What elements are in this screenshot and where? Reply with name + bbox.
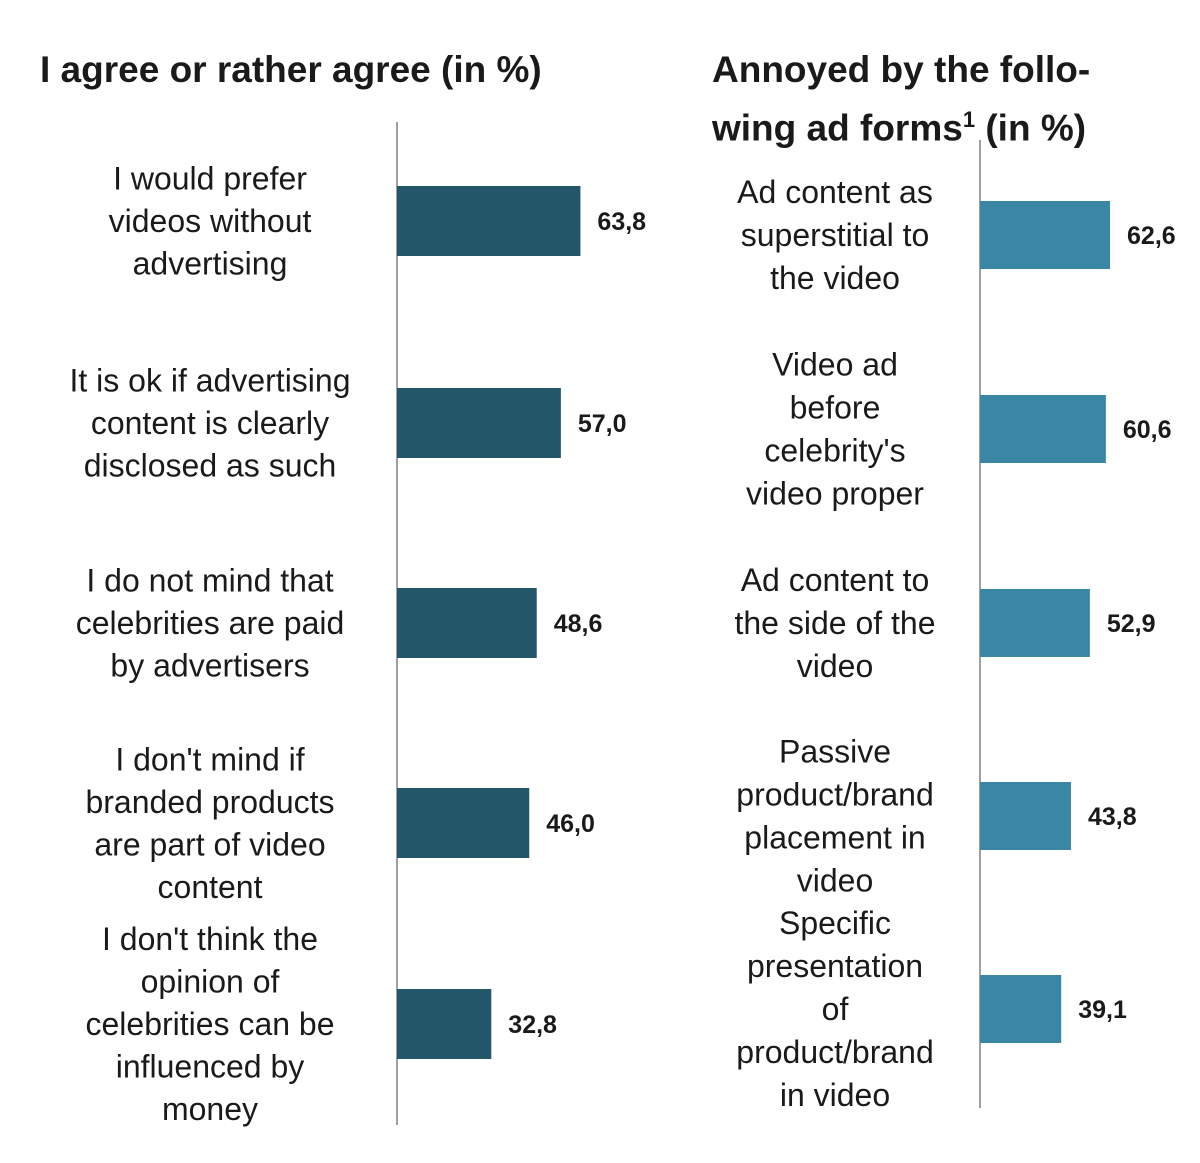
right-bar-3 xyxy=(980,589,1090,657)
right-category-label-1-line-2: superstitial to xyxy=(741,217,930,253)
right-category-label-5: Specific presentation of product/brand in vi… xyxy=(736,905,933,1113)
right-category-label-2: Video ad before celebrity's video proper xyxy=(746,347,924,512)
right-chart-title-line-2-suffix: (in %) xyxy=(975,107,1087,149)
left-bar-chart: 63,8 I would prefer videos without advertis… xyxy=(70,122,646,1127)
left-value-label-1: 63,8 xyxy=(597,208,646,236)
left-value-label-5: 32,8 xyxy=(508,1011,557,1039)
left-bar-3 xyxy=(397,588,537,658)
left-category-label-1-line-3: advertising xyxy=(133,246,288,282)
left-category-label-1: I would prefer videos without advertising xyxy=(109,161,312,282)
right-category-label-3-line-1: Ad content to xyxy=(741,562,930,598)
left-category-label-4-line-2: branded products xyxy=(85,784,334,820)
right-bar-1 xyxy=(980,201,1111,269)
left-chart-title: I agree or rather agree (in %) xyxy=(40,45,542,95)
right-category-label-3-line-3: video xyxy=(797,648,874,684)
right-category-label-2-line-3: celebrity's xyxy=(764,433,905,469)
left-category-label-2-line-1: It is ok if advertising xyxy=(70,363,351,399)
left-category-label-5-line-3: celebrities can be xyxy=(85,1006,334,1042)
left-category-label-3: I do not mind that celebrities are paid by… xyxy=(76,563,345,684)
right-category-label-5-line-5: in video xyxy=(780,1077,890,1113)
right-bar-chart: 62,6 Ad content as superstitial to the vide… xyxy=(734,140,1176,1113)
right-chart-title-line-2-text: wing ad forms xyxy=(712,107,963,149)
left-value-label-4: 46,0 xyxy=(546,810,595,838)
right-value-label-5: 39,1 xyxy=(1078,996,1127,1024)
right-category-label-5-line-3: of xyxy=(822,991,849,1027)
left-category-label-5-line-1: I don't think the xyxy=(102,921,318,957)
left-bar-1 xyxy=(397,186,581,256)
left-category-label-4-line-3: are part of video xyxy=(94,826,325,862)
right-category-label-2-line-4: video proper xyxy=(746,476,924,512)
left-category-label-3-line-2: celebrities are paid xyxy=(76,605,345,641)
right-category-label-1-line-3: the video xyxy=(770,260,900,296)
right-category-label-2-line-1: Video ad xyxy=(772,347,898,383)
right-category-label-2-line-2: before xyxy=(790,390,881,426)
right-category-label-5-line-2: presentation xyxy=(747,948,923,984)
right-value-label-1: 62,6 xyxy=(1127,222,1176,250)
right-category-label-4: Passive product/brand placement in video xyxy=(736,734,933,899)
right-category-label-3: Ad content to the side of the video xyxy=(734,562,935,684)
right-category-label-1: Ad content as superstitial to the video xyxy=(737,174,933,296)
right-value-label-3: 52,9 xyxy=(1107,610,1156,638)
right-category-label-5-line-1: Specific xyxy=(779,905,891,941)
left-category-label-4-line-4: content xyxy=(158,869,263,905)
left-category-label-2-line-2: content is clearly xyxy=(91,405,329,441)
right-bar-5 xyxy=(980,975,1062,1043)
left-category-label-5-line-5: money xyxy=(162,1091,258,1127)
right-chart-title-line-2: wing ad forms1 (in %) xyxy=(712,95,1090,153)
right-bar-2 xyxy=(980,395,1106,463)
left-bar-5 xyxy=(397,989,492,1059)
left-category-label-3-line-3: by advertisers xyxy=(110,648,309,684)
left-category-label-2-line-3: disclosed as such xyxy=(84,448,337,484)
right-category-label-1-line-1: Ad content as xyxy=(737,174,933,210)
right-category-label-5-line-4: product/brand xyxy=(736,1034,933,1070)
left-category-label-4-line-1: I don't mind if xyxy=(115,741,304,777)
right-category-label-4-line-1: Passive xyxy=(779,734,891,770)
right-category-label-4-line-2: product/brand xyxy=(736,777,933,813)
right-category-label-4-line-3: placement in xyxy=(744,820,925,856)
right-chart-title: Annoyed by the follo- wing ad forms1 (in… xyxy=(712,45,1090,153)
footnote-marker: 1 xyxy=(962,107,976,132)
right-value-label-2: 60,6 xyxy=(1123,416,1172,444)
left-category-label-1-line-1: I would prefer xyxy=(113,161,307,197)
left-category-label-4: I don't mind if branded products are part … xyxy=(85,741,334,905)
left-bar-2 xyxy=(397,388,561,458)
left-value-label-2: 57,0 xyxy=(578,410,627,438)
left-chart-title-text: I agree or rather agree (in %) xyxy=(40,49,542,90)
left-value-label-3: 48,6 xyxy=(554,610,603,638)
left-category-label-1-line-2: videos without xyxy=(109,203,312,239)
right-category-label-3-line-2: the side of the xyxy=(734,605,935,641)
right-value-label-4: 43,8 xyxy=(1088,803,1137,831)
left-category-label-5: I don't think the opinion of celebrities c… xyxy=(85,921,334,1127)
left-category-label-5-line-2: opinion of xyxy=(141,964,280,1000)
left-bar-4 xyxy=(397,788,530,858)
left-category-label-5-line-4: influenced by xyxy=(116,1049,305,1085)
right-chart-title-line-1: Annoyed by the follo- xyxy=(712,49,1091,90)
left-category-label-2: It is ok if advertising content is clearl… xyxy=(70,363,351,484)
right-category-label-4-line-4: video xyxy=(797,863,874,899)
left-category-label-3-line-1: I do not mind that xyxy=(86,563,333,599)
right-bar-4 xyxy=(980,782,1071,850)
